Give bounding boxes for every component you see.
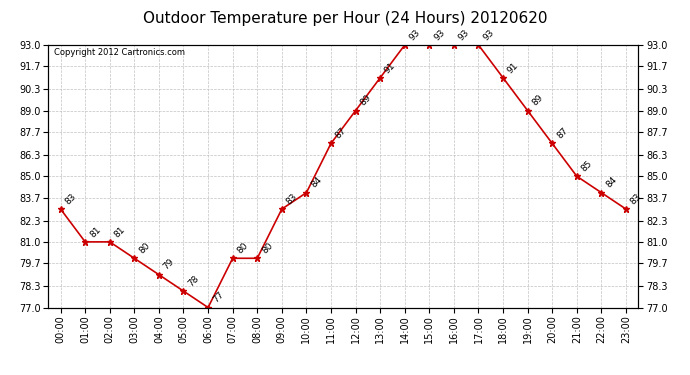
Text: 84: 84 (309, 176, 324, 190)
Text: 93: 93 (457, 28, 471, 42)
Text: Copyright 2012 Cartronics.com: Copyright 2012 Cartronics.com (55, 48, 185, 57)
Text: 78: 78 (186, 274, 201, 288)
Text: 87: 87 (334, 126, 348, 141)
Text: 83: 83 (629, 192, 643, 206)
Text: 89: 89 (531, 93, 545, 108)
Text: 81: 81 (88, 225, 102, 239)
Text: 80: 80 (260, 241, 275, 255)
Text: 80: 80 (137, 241, 152, 255)
Text: 93: 93 (408, 28, 422, 42)
Text: Outdoor Temperature per Hour (24 Hours) 20120620: Outdoor Temperature per Hour (24 Hours) … (143, 11, 547, 26)
Text: 87: 87 (555, 126, 569, 141)
Text: 81: 81 (112, 225, 127, 239)
Text: 80: 80 (235, 241, 250, 255)
Text: 83: 83 (284, 192, 299, 206)
Text: 84: 84 (604, 176, 618, 190)
Text: 83: 83 (63, 192, 78, 206)
Text: 79: 79 (161, 257, 176, 272)
Text: 91: 91 (506, 60, 520, 75)
Text: 89: 89 (358, 93, 373, 108)
Text: 91: 91 (383, 60, 397, 75)
Text: 93: 93 (481, 28, 495, 42)
Text: 93: 93 (432, 28, 446, 42)
Text: 77: 77 (211, 290, 226, 305)
Text: 85: 85 (580, 159, 594, 174)
